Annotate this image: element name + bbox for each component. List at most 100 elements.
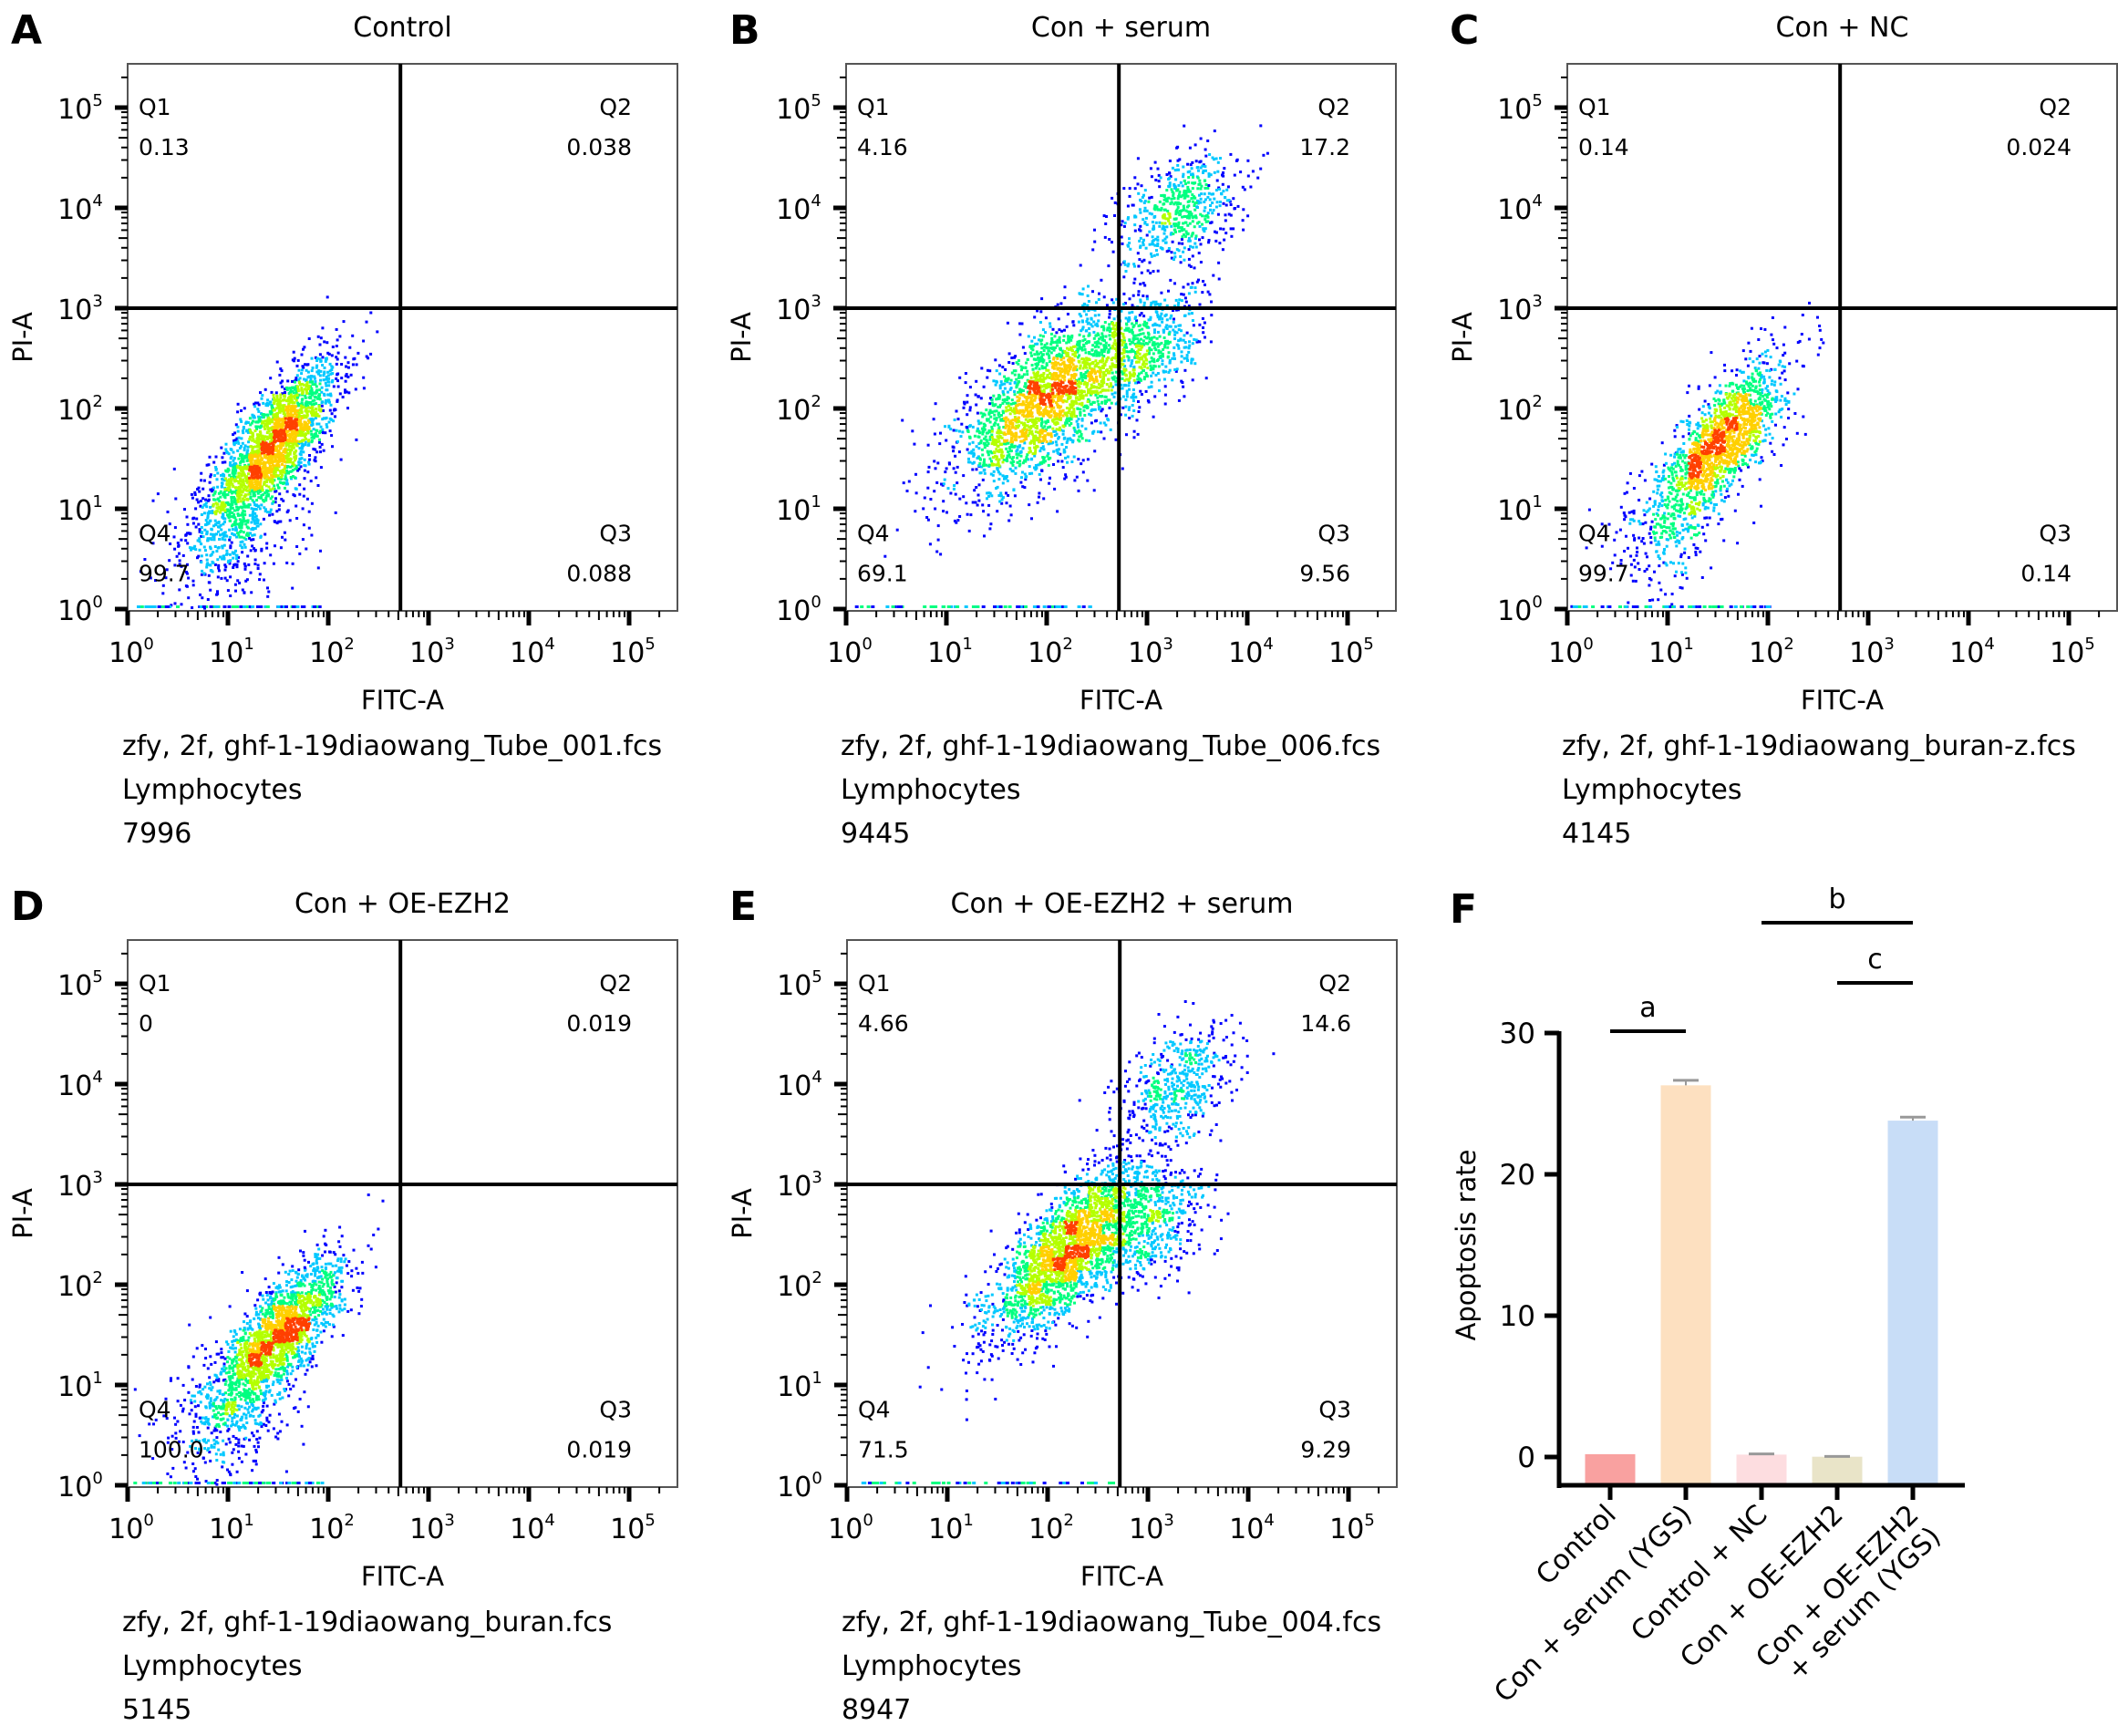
scatter-point [240, 437, 243, 440]
scatter-point [1224, 203, 1228, 207]
scatter-point [1012, 369, 1016, 373]
scatter-point [1039, 343, 1043, 346]
scatter-point [240, 493, 243, 497]
scatter-point [313, 395, 316, 398]
scatter-point [206, 598, 210, 601]
scatter-point [317, 414, 321, 418]
scatter-point [986, 497, 988, 501]
scatter-point [1061, 432, 1065, 436]
scatter-point [1021, 447, 1025, 450]
scatter-point [1165, 304, 1169, 307]
scatter-point [224, 477, 228, 480]
scatter-point [296, 389, 300, 393]
scatter-point [229, 464, 232, 468]
scatter-point [1126, 350, 1130, 354]
scatter-point [1082, 408, 1086, 412]
scatter-point [1243, 188, 1246, 191]
scatter-point [306, 431, 310, 435]
scatter-point [963, 402, 966, 406]
scatter-point [1122, 292, 1126, 295]
scatter-point [320, 401, 324, 405]
scatter-point [251, 457, 254, 460]
scatter-point [1088, 333, 1091, 336]
scatter-point [1009, 445, 1013, 449]
scatter-point [319, 466, 323, 470]
scatter-point [988, 402, 992, 406]
scatter-point [239, 500, 243, 503]
scatter-point [1128, 330, 1131, 334]
scatter-point [1132, 436, 1136, 439]
scatter-point [282, 499, 285, 502]
scatter-point [1173, 330, 1177, 334]
scatter-point [174, 497, 178, 501]
scatter-point [246, 445, 250, 449]
scatter-point [272, 401, 275, 405]
scatter-point [202, 572, 206, 575]
scatter-point [964, 381, 967, 385]
scatter-point [283, 418, 286, 422]
scatter-point [233, 462, 237, 465]
scatter-point [268, 421, 272, 425]
scatter-point [1199, 261, 1203, 264]
scatter-point [1206, 140, 1210, 142]
scatter-point [1100, 332, 1104, 336]
scatter-point [1145, 326, 1149, 329]
scatter-point [1154, 300, 1158, 304]
scatter-point [267, 485, 271, 489]
scatter-point [232, 497, 236, 501]
scatter-point [1132, 365, 1136, 368]
scatter-point [1071, 439, 1075, 442]
scatter-point [997, 364, 1001, 367]
scatter-point [248, 438, 252, 441]
scatter-point [209, 473, 212, 477]
scatter-point [1015, 452, 1018, 456]
scatter-point [245, 486, 249, 490]
scatter-point [1020, 368, 1023, 372]
scatter-point [263, 482, 265, 486]
scatter-point [213, 519, 217, 522]
scatter-point [259, 454, 263, 458]
scatter-point [1096, 430, 1100, 434]
scatter-point [222, 512, 225, 516]
scatter-point [222, 555, 225, 558]
scatter-point [1154, 373, 1158, 377]
scatter-point [1078, 333, 1081, 336]
scatter-point [1160, 291, 1163, 294]
scatter-point [1104, 341, 1108, 345]
scatter-point [242, 515, 245, 519]
scatter-point [1156, 357, 1160, 361]
scatter-point [936, 461, 940, 465]
scatter-point [1042, 448, 1046, 451]
scatter-point [246, 519, 250, 522]
scatter-point [1157, 365, 1161, 368]
scatter-point [1104, 335, 1108, 338]
scatter-point [241, 540, 244, 543]
scatter-point [266, 586, 269, 590]
scatter-point [231, 502, 234, 506]
scatter-point [1174, 308, 1178, 312]
scatter-point [258, 466, 261, 470]
scatter-point [966, 394, 969, 398]
scatter-point [1184, 230, 1188, 233]
tick-exponent: 0 [143, 635, 153, 654]
scatter-point [263, 461, 267, 465]
scatter-point [263, 435, 266, 439]
scatter-point [1080, 432, 1083, 436]
scatter-point [1177, 183, 1181, 187]
scatter-point [1001, 366, 1005, 369]
scatter-point [228, 538, 232, 542]
scatter-point [253, 439, 256, 443]
scatter-point [1181, 242, 1184, 245]
scatter-point [296, 358, 300, 362]
scatter-point [253, 401, 257, 405]
scatter-point [1183, 346, 1186, 349]
scatter-point [1026, 373, 1029, 377]
scatter-point [257, 418, 261, 421]
scatter-point [238, 525, 242, 529]
scatter-point [286, 454, 290, 458]
scatter-point [1177, 249, 1181, 253]
scatter-point [1137, 410, 1141, 413]
scatter-point [308, 458, 312, 461]
scatter-point [344, 374, 347, 377]
scatter-point [287, 397, 290, 400]
